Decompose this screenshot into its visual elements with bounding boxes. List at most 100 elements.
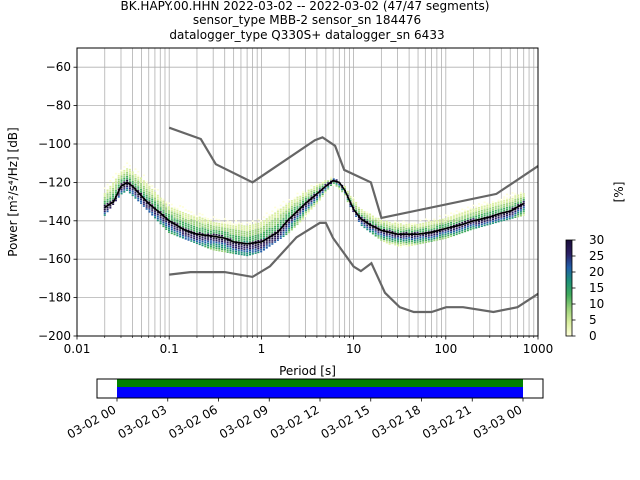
- psd-cell: [517, 207, 520, 210]
- psd-cell: [385, 220, 388, 223]
- psd-cell: [517, 213, 520, 216]
- psd-cell: [461, 212, 464, 214]
- psd-cell: [148, 184, 151, 186]
- psd-cell: [128, 174, 131, 177]
- psd-cell: [380, 219, 383, 222]
- psd-cell: [176, 215, 179, 218]
- psd-cell: [237, 245, 240, 248]
- title-line-2: sensor_type MBB-2 sensor_sn 184476: [193, 13, 421, 27]
- psd-cell: [371, 219, 374, 222]
- psd-cell: [517, 211, 520, 214]
- psd-cell: [248, 223, 251, 225]
- psd-cell: [114, 178, 117, 181]
- psd-cell: [288, 220, 291, 222]
- psd-cell: [514, 208, 517, 211]
- psd-cell: [494, 208, 497, 210]
- psd-cell: [338, 183, 341, 186]
- psd-cell: [282, 200, 285, 203]
- psd-cell: [204, 216, 207, 219]
- psd-cell: [383, 221, 386, 223]
- psd-cell: [508, 200, 511, 203]
- psd-cell: [486, 204, 489, 207]
- psd-cell: [181, 217, 184, 220]
- psd-cell: [410, 234, 413, 237]
- psd-cell: [464, 228, 467, 231]
- psd-cell: [313, 193, 316, 196]
- psd-cell: [268, 241, 271, 243]
- psd-cell: [251, 243, 254, 246]
- psd-cell: [480, 219, 483, 222]
- psd-cell: [366, 226, 369, 229]
- psd-cell: [410, 230, 413, 233]
- psd-cell: [452, 217, 455, 219]
- gap-coverage-bar: [117, 387, 523, 398]
- psd-cell: [179, 210, 182, 213]
- psd-cell: [436, 227, 439, 230]
- psd-cell: [187, 214, 190, 216]
- psd-cell: [441, 226, 444, 228]
- psd-cell: [408, 231, 411, 233]
- psd-cell: [290, 226, 293, 229]
- psd-cell: [243, 231, 246, 233]
- psd-cell: [145, 204, 148, 206]
- psd-cell: [338, 185, 341, 188]
- psd-cell: [218, 228, 221, 231]
- psd-cell: [195, 238, 198, 241]
- psd-cell: [408, 225, 411, 228]
- psd-cell: [441, 218, 444, 221]
- psd-cell: [285, 218, 288, 220]
- psd-cell: [318, 183, 321, 186]
- psd-cell: [399, 230, 402, 233]
- psd-cell: [290, 228, 293, 231]
- psd-cell: [254, 238, 257, 241]
- psd-cell: [450, 223, 453, 226]
- psd-cell: [271, 243, 274, 245]
- psd-cell: [405, 235, 408, 238]
- psd-cell: [394, 236, 397, 238]
- psd-cell: [447, 236, 450, 239]
- psd-cell: [455, 220, 458, 222]
- psd-cell: [176, 221, 179, 223]
- psd-cell: [472, 204, 475, 207]
- psd-cell: [444, 233, 447, 236]
- psd-cell: [391, 227, 394, 229]
- psd-cell: [159, 197, 162, 200]
- psd-cell: [318, 187, 321, 190]
- psd-cell: [179, 220, 182, 223]
- psd-cell: [497, 207, 500, 209]
- psd-histogram: [103, 162, 525, 257]
- psd-cell: [114, 199, 117, 202]
- psd-cell: [327, 180, 330, 182]
- psd-cell: [112, 191, 115, 194]
- psd-cell: [156, 213, 159, 216]
- psd-cell: [226, 251, 229, 253]
- psd-cell: [299, 211, 302, 213]
- psd-cell: [433, 222, 436, 224]
- psd-cell: [290, 201, 293, 204]
- psd-cell: [184, 236, 187, 238]
- psd-cell: [235, 250, 238, 253]
- psd-cell: [274, 222, 277, 224]
- psd-cell: [232, 252, 235, 254]
- psd-cell: [184, 228, 187, 231]
- psd-cell: [248, 251, 251, 254]
- psd-cell: [369, 228, 372, 231]
- psd-cell: [441, 237, 444, 240]
- psd-cell: [447, 217, 450, 219]
- psd-cell: [156, 196, 159, 199]
- psd-cell: [179, 230, 182, 232]
- psd-cell: [268, 214, 271, 216]
- psd-cell: [385, 236, 388, 238]
- psd-cell: [279, 220, 282, 222]
- psd-cell: [282, 218, 285, 220]
- psd-cell: [215, 245, 218, 248]
- psd-cell: [235, 237, 238, 239]
- psd-cell: [173, 216, 176, 218]
- psd-cell: [489, 223, 492, 225]
- psd-cell: [422, 240, 425, 242]
- psd-cell: [452, 222, 455, 225]
- psd-cell: [313, 201, 316, 204]
- psd-cell: [226, 222, 229, 225]
- psd-cell: [410, 223, 413, 225]
- psd-cell: [209, 228, 212, 231]
